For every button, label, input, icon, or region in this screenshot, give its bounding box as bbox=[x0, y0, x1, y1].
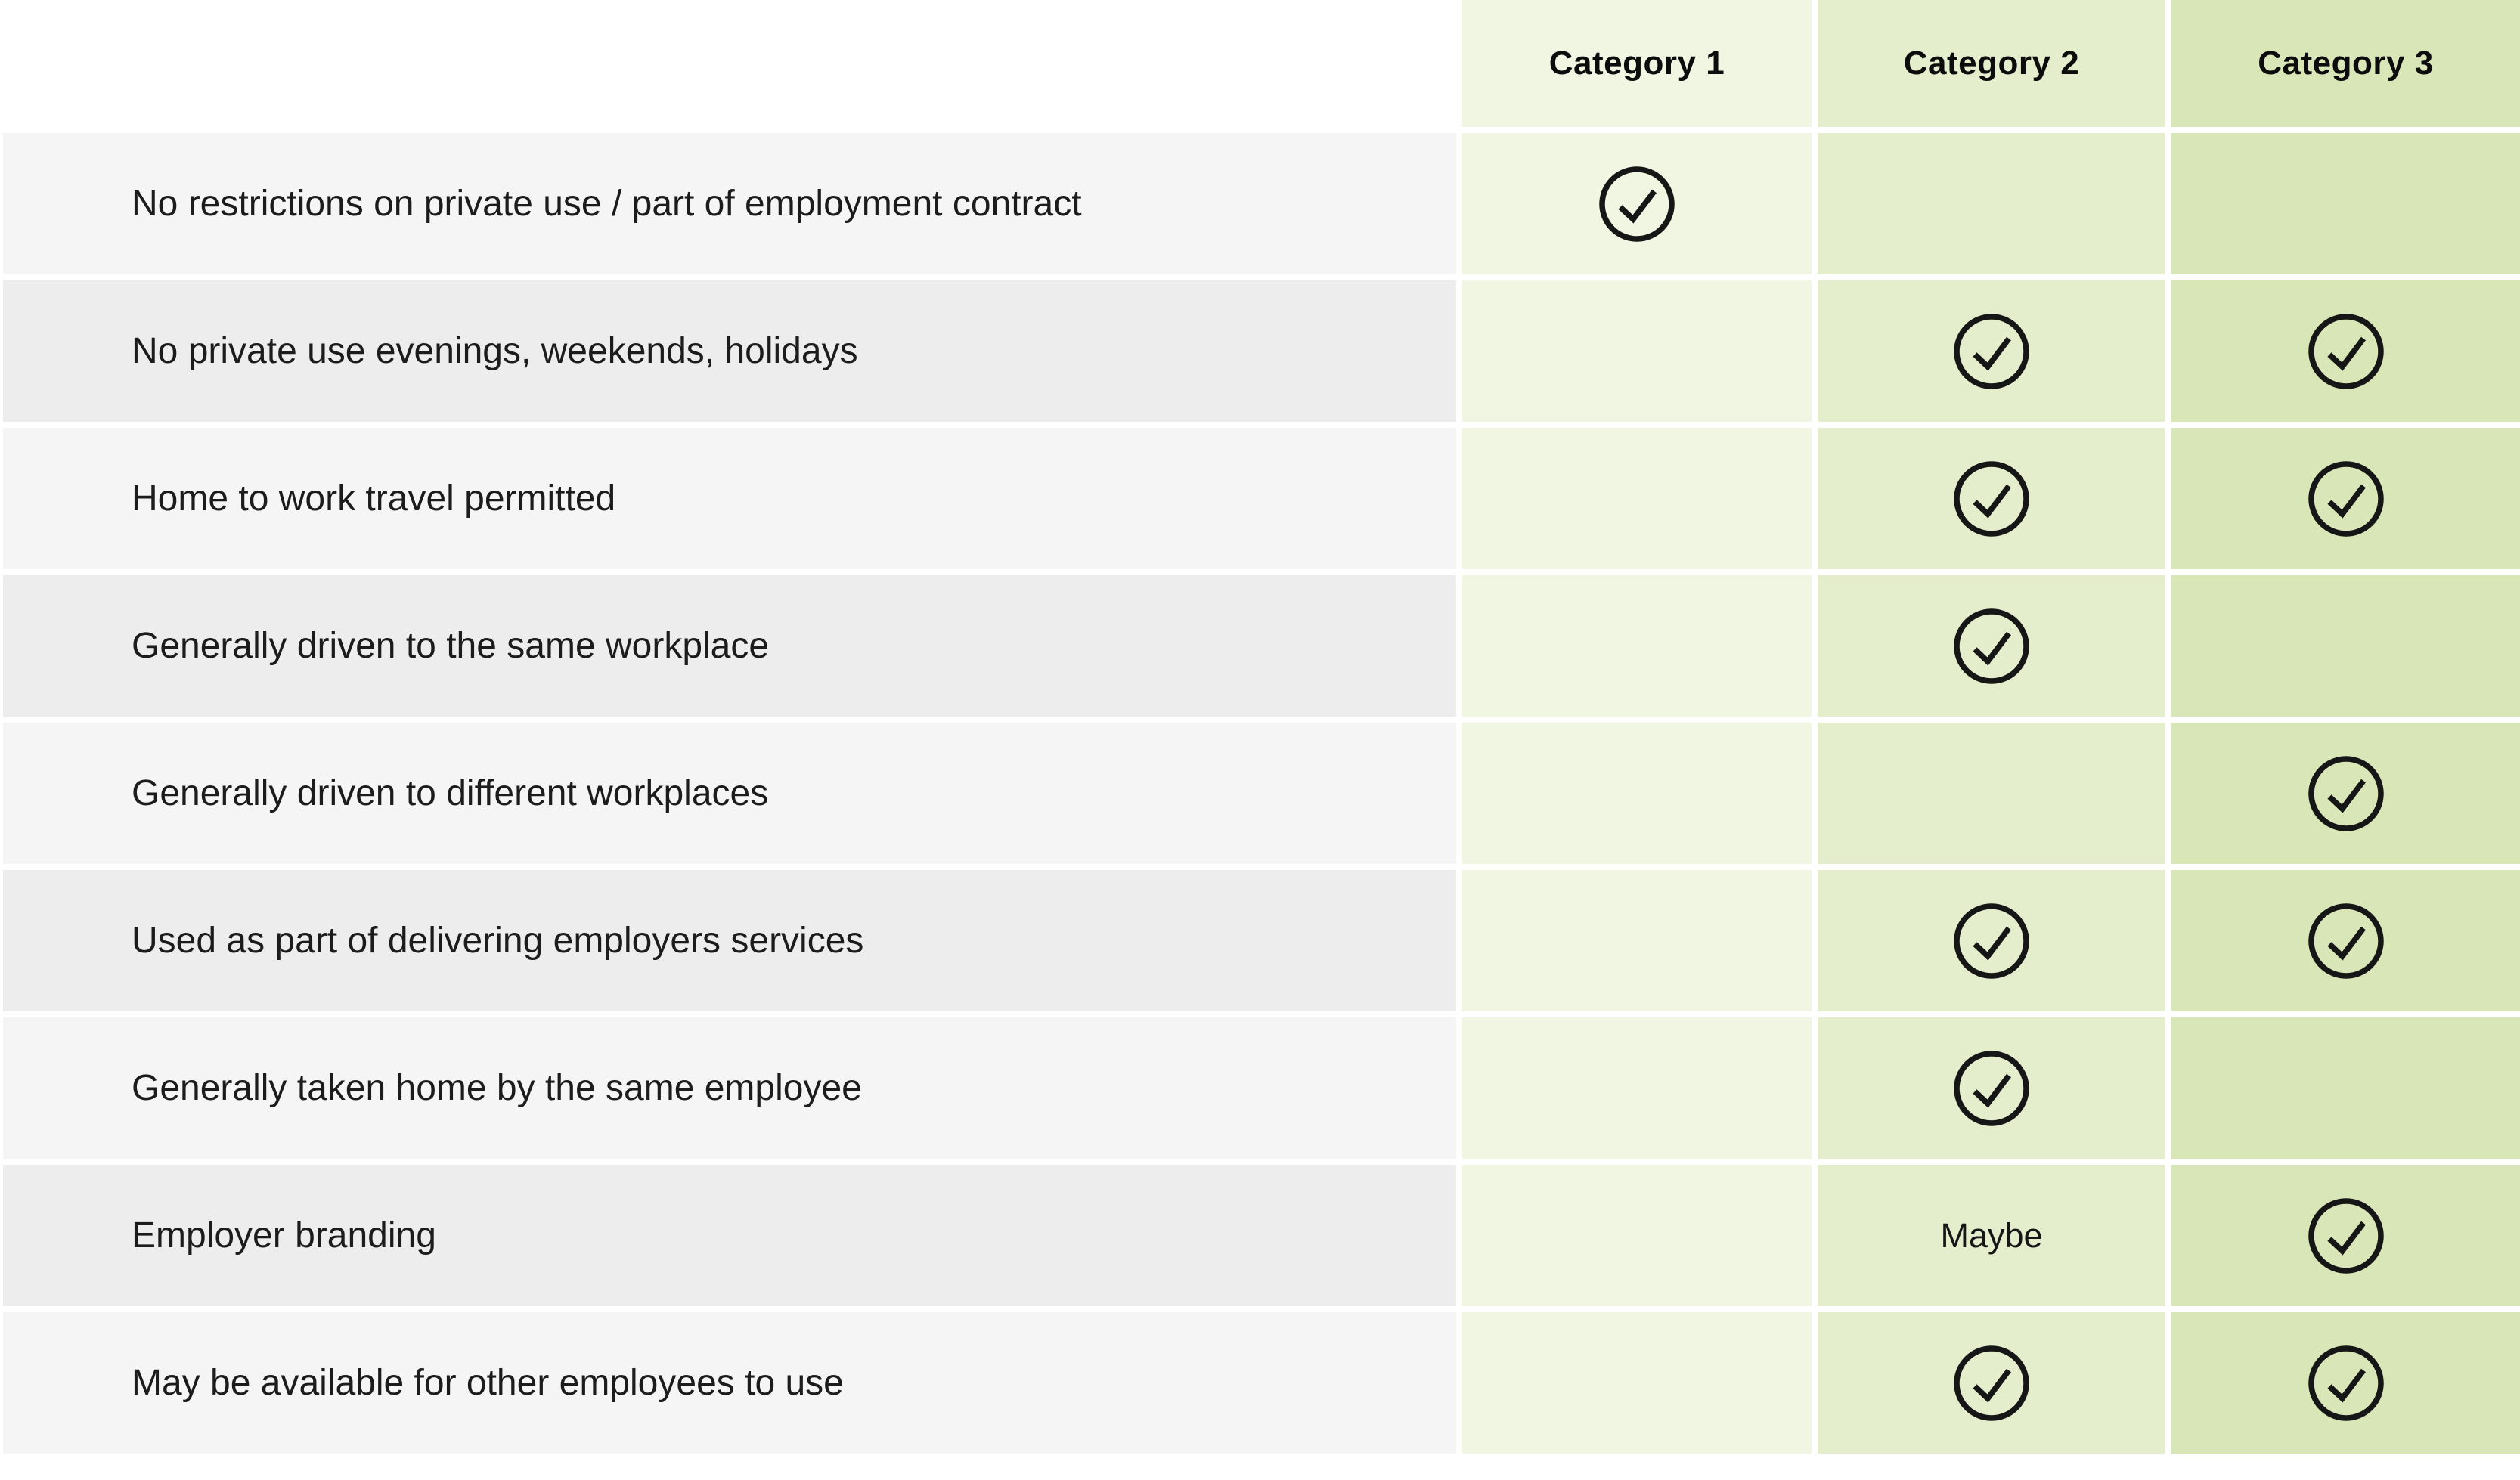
cell-category-3 bbox=[2171, 1165, 2520, 1306]
check-icon bbox=[2307, 754, 2385, 833]
cell-category-2: Maybe bbox=[1818, 1165, 2165, 1306]
cell-category-1 bbox=[1462, 1312, 1812, 1454]
column-header-category-2: Category 2 bbox=[1818, 0, 2165, 127]
cell-category-3 bbox=[2171, 870, 2520, 1011]
cell-category-3 bbox=[2171, 1017, 2520, 1159]
check-icon bbox=[2307, 902, 2385, 980]
cell-category-2 bbox=[1818, 280, 2165, 422]
cell-category-3 bbox=[2171, 1312, 2520, 1454]
row-label: Employer branding bbox=[0, 1165, 1456, 1306]
cell-category-3 bbox=[2171, 133, 2520, 274]
cell-category-1 bbox=[1462, 1165, 1812, 1306]
cell-category-1 bbox=[1462, 1017, 1812, 1159]
column-header-category-3: Category 3 bbox=[2171, 0, 2520, 127]
row-label: Generally driven to the same workplace bbox=[0, 575, 1456, 717]
check-icon bbox=[1598, 165, 1676, 243]
check-icon bbox=[2307, 312, 2385, 391]
cell-category-2 bbox=[1818, 575, 2165, 717]
check-icon bbox=[2307, 460, 2385, 538]
check-icon bbox=[1952, 460, 2031, 538]
cell-category-1 bbox=[1462, 870, 1812, 1011]
check-icon bbox=[1952, 1049, 2031, 1128]
cell-category-3 bbox=[2171, 280, 2520, 422]
header-spacer bbox=[0, 0, 1456, 127]
cell-category-1 bbox=[1462, 280, 1812, 422]
cell-category-1 bbox=[1462, 575, 1812, 717]
check-icon bbox=[1952, 312, 2031, 391]
cell-category-2 bbox=[1818, 428, 2165, 569]
check-icon bbox=[1952, 902, 2031, 980]
cell-category-2 bbox=[1818, 723, 2165, 864]
cell-category-1 bbox=[1462, 428, 1812, 569]
row-label: Generally driven to different workplaces bbox=[0, 723, 1456, 864]
column-header-category-1: Category 1 bbox=[1462, 0, 1812, 127]
cell-category-1 bbox=[1462, 723, 1812, 864]
row-label: No restrictions on private use / part of… bbox=[0, 133, 1456, 274]
cell-category-2 bbox=[1818, 133, 2165, 274]
cell-category-2 bbox=[1818, 870, 2165, 1011]
cell-category-3 bbox=[2171, 428, 2520, 569]
check-icon bbox=[1952, 1344, 2031, 1423]
cell-category-3 bbox=[2171, 723, 2520, 864]
row-label: Used as part of delivering employers ser… bbox=[0, 870, 1456, 1011]
row-label: Generally taken home by the same employe… bbox=[0, 1017, 1456, 1159]
check-icon bbox=[1952, 607, 2031, 686]
row-label: Home to work travel permitted bbox=[0, 428, 1456, 569]
cell-category-2 bbox=[1818, 1312, 2165, 1454]
cell-category-3 bbox=[2171, 575, 2520, 717]
row-label: May be available for other employees to … bbox=[0, 1312, 1456, 1454]
cell-category-2 bbox=[1818, 1017, 2165, 1159]
maybe-label: Maybe bbox=[1940, 1215, 2043, 1255]
check-icon bbox=[2307, 1197, 2385, 1275]
check-icon bbox=[2307, 1344, 2385, 1423]
cell-category-1 bbox=[1462, 133, 1812, 274]
row-label: No private use evenings, weekends, holid… bbox=[0, 280, 1456, 422]
